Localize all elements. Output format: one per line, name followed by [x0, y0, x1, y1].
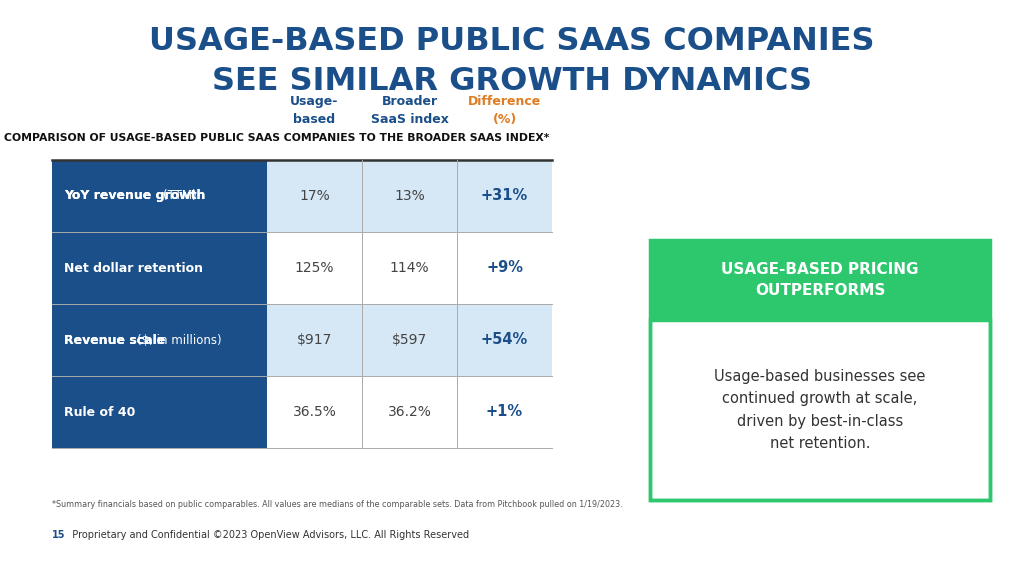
Text: 125%: 125% [295, 261, 334, 275]
Bar [52, 232, 267, 304]
Bar [267, 304, 552, 376]
Bar [267, 376, 552, 448]
Text: 13%: 13% [394, 189, 425, 203]
Text: Usage-based businesses see
continued growth at scale,
driven by best-in-class
ne: Usage-based businesses see continued gro… [715, 369, 926, 451]
Text: 36.5%: 36.5% [293, 405, 337, 419]
Text: $917: $917 [297, 333, 332, 347]
Text: 36.2%: 36.2% [387, 405, 431, 419]
Bar [52, 376, 267, 448]
Text: $597: $597 [392, 333, 427, 347]
Bar [267, 160, 552, 232]
Text: Revenue scale ($, in millions): Revenue scale ($, in millions) [63, 333, 259, 347]
Bar [52, 160, 267, 232]
Text: +31%: +31% [481, 188, 528, 203]
Text: Net dollar retention: Net dollar retention [63, 262, 203, 275]
Bar [267, 232, 552, 304]
Text: Revenue scale: Revenue scale [63, 333, 170, 347]
Text: YoY revenue growth: YoY revenue growth [63, 190, 210, 203]
Text: USAGE-BASED PRICING
OUTPERFORMS: USAGE-BASED PRICING OUTPERFORMS [721, 262, 919, 298]
Text: SEE SIMILAR GROWTH DYNAMICS: SEE SIMILAR GROWTH DYNAMICS [212, 66, 812, 98]
Bar [52, 304, 267, 376]
Text: Revenue scale: Revenue scale [63, 333, 170, 347]
Text: USAGE-BASED PUBLIC SAAS COMPANIES: USAGE-BASED PUBLIC SAAS COMPANIES [150, 26, 874, 58]
Text: YoY revenue growth (TTM): YoY revenue growth (TTM) [63, 190, 241, 203]
Text: Rule of 40: Rule of 40 [63, 405, 135, 419]
Bar [650, 240, 990, 320]
Text: *Summary financials based on public comparables. All values are medians of the c: *Summary financials based on public comp… [52, 500, 623, 509]
Text: YoY revenue growth: YoY revenue growth [63, 190, 210, 203]
Text: Difference
(%): Difference (%) [468, 95, 541, 126]
Text: 17%: 17% [299, 189, 330, 203]
Text: +9%: +9% [486, 260, 523, 275]
Text: 114%: 114% [390, 261, 429, 275]
Text: Usage-
based: Usage- based [291, 95, 339, 126]
Text: ($, in millions): ($, in millions) [137, 333, 221, 347]
Text: +54%: +54% [481, 332, 528, 348]
Text: +1%: +1% [486, 404, 523, 420]
Text: (TTM): (TTM) [163, 190, 197, 203]
Text: Broader
SaaS index: Broader SaaS index [371, 95, 449, 126]
Bar [650, 320, 990, 500]
Text: Proprietary and Confidential ©2023 OpenView Advisors, LLC. All Rights Reserved: Proprietary and Confidential ©2023 OpenV… [66, 530, 469, 540]
Bar [650, 240, 990, 500]
Text: COMPARISON OF USAGE-BASED PUBLIC SAAS COMPANIES TO THE BROADER SAAS INDEX*: COMPARISON OF USAGE-BASED PUBLIC SAAS CO… [4, 133, 549, 143]
Text: 15: 15 [52, 530, 66, 540]
